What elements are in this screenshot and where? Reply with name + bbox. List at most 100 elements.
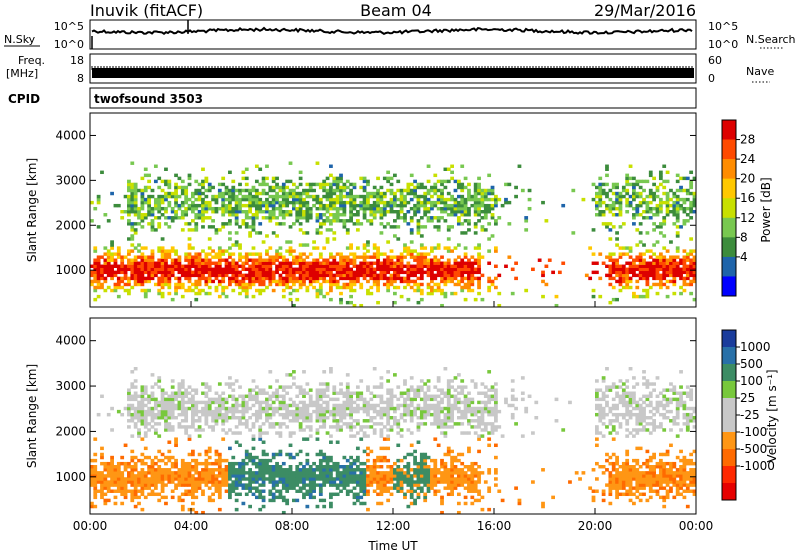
power-cell: [665, 258, 670, 262]
power-cell: [416, 206, 421, 211]
power-cell: [265, 176, 269, 181]
power-cell: [191, 270, 195, 275]
power-cell: [608, 197, 613, 202]
power-cell: [325, 261, 330, 265]
velocity-cell: [238, 419, 242, 423]
power-cell: [130, 258, 135, 262]
velocity-cell: [167, 422, 172, 426]
power-cell: [342, 261, 347, 265]
velocity-cell: [339, 388, 343, 392]
velocity-cell: [143, 434, 148, 438]
velocity-cell: [325, 477, 330, 481]
velocity-cell: [130, 419, 135, 423]
power-cell: [635, 213, 640, 217]
velocity-cell: [167, 403, 172, 408]
power-cell: [440, 206, 444, 211]
power-cell: [275, 191, 279, 196]
power-cell: [453, 179, 458, 184]
power-cell: [150, 222, 155, 226]
power-cell: [143, 216, 148, 220]
power-cell: [194, 197, 199, 202]
power-cell: [675, 210, 680, 214]
velocity-cell: [332, 409, 337, 414]
power-cell: [177, 206, 182, 211]
velocity-cell: [224, 480, 229, 484]
velocity-cell: [389, 388, 394, 392]
velocity-cell: [285, 416, 290, 420]
power-cell: [608, 273, 613, 278]
power-cell: [275, 270, 279, 275]
power-cell: [278, 267, 283, 272]
power-cell: [265, 203, 269, 208]
power-cell: [605, 225, 609, 229]
velocity-cell: [103, 461, 108, 466]
power-cell: [672, 273, 677, 278]
velocity-cell: [362, 486, 367, 490]
power-cell: [224, 191, 229, 196]
power-cell: [298, 170, 303, 175]
velocity-cell: [359, 428, 364, 432]
power-cell: [658, 282, 663, 287]
velocity-cell: [275, 397, 279, 402]
velocity-cell: [143, 446, 148, 451]
power-cell: [214, 264, 219, 268]
velocity-cell: [184, 480, 189, 484]
power-cell: [446, 237, 451, 241]
velocity-cell: [362, 471, 367, 475]
power-cell: [382, 258, 387, 262]
power-cell: [446, 246, 451, 250]
power-cell: [692, 210, 697, 214]
velocity-cell: [271, 492, 276, 497]
velocity-cell: [393, 394, 397, 399]
velocity-cell: [268, 498, 273, 503]
power-cell: [292, 249, 296, 253]
velocity-cell: [298, 428, 303, 432]
velocity-cell: [130, 370, 135, 374]
power-cell: [440, 303, 444, 308]
power-cell: [271, 176, 276, 181]
power-cell: [655, 213, 660, 217]
velocity-cell: [335, 440, 340, 444]
power-cell: [251, 222, 256, 226]
velocity-cell: [362, 474, 367, 478]
power-cell: [177, 258, 182, 262]
power-cell: [628, 285, 633, 290]
power-cell: [285, 249, 290, 253]
velocity-cell: [271, 425, 276, 429]
velocity-cell: [292, 486, 296, 490]
power-cell: [295, 288, 300, 293]
velocity-cell: [329, 367, 333, 371]
power-cell: [642, 197, 646, 202]
power-cell: [638, 276, 643, 281]
power-cell: [90, 282, 94, 287]
power-cell: [345, 255, 350, 259]
power-cell: [231, 185, 236, 190]
power-cell: [453, 282, 458, 287]
power-cell: [127, 206, 131, 211]
power-cell: [386, 255, 391, 259]
power-cell: [194, 285, 199, 290]
velocity-cell: [194, 465, 199, 469]
velocity-cell: [382, 480, 387, 484]
power-cell: [524, 228, 529, 232]
power-cell: [244, 282, 249, 287]
velocity-cell: [345, 412, 350, 417]
power-cell: [93, 206, 98, 211]
power-cell: [302, 258, 306, 262]
velocity-cell: [396, 431, 401, 435]
power-cell: [295, 206, 300, 211]
power-cell: [110, 252, 114, 256]
power-cell: [554, 303, 559, 308]
velocity-cell: [150, 458, 155, 463]
power-cell: [621, 194, 626, 199]
power-cell: [450, 276, 454, 281]
power-cell: [628, 276, 633, 281]
power-cell: [625, 246, 630, 250]
velocity-cell: [164, 471, 168, 475]
power-cell: [685, 273, 690, 278]
velocity-cell: [123, 406, 128, 411]
power-cell: [682, 261, 687, 265]
power-cell: [329, 228, 333, 232]
velocity-cell: [153, 480, 158, 484]
power-cell: [254, 197, 259, 202]
